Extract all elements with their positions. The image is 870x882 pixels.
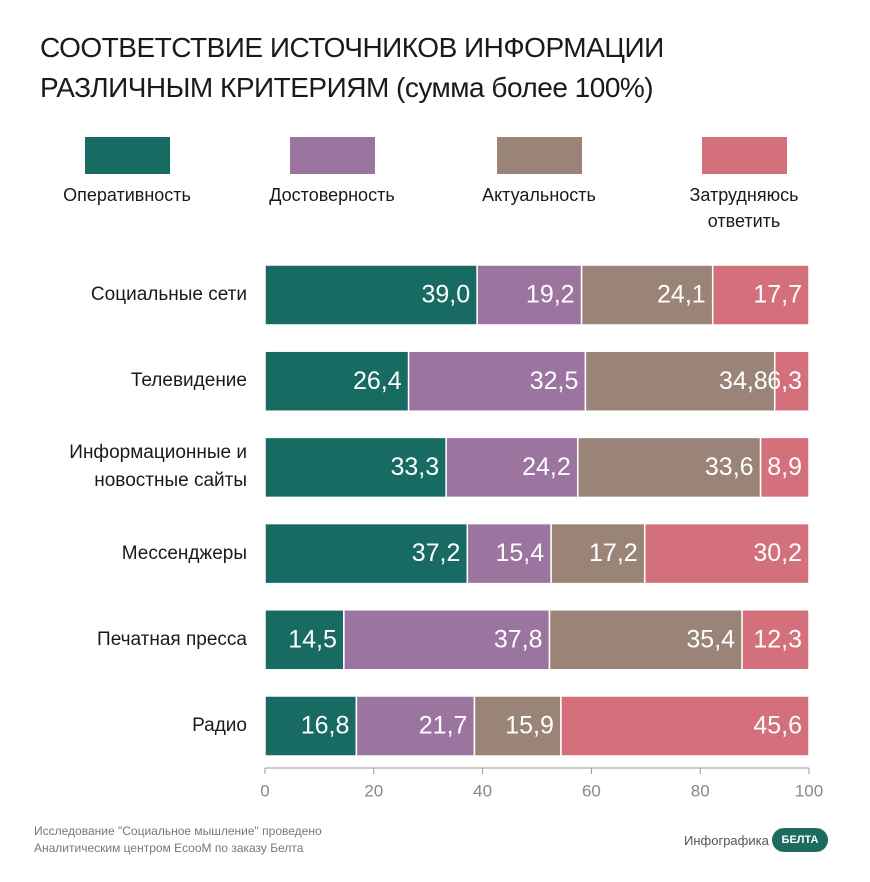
bar-segment: [355, 695, 476, 757]
bar-segment: [741, 609, 810, 671]
bar-segment: [264, 436, 447, 499]
value-label: 32,5: [530, 367, 579, 395]
bar-segment: [343, 609, 551, 671]
category-label: Мессенджеры: [121, 542, 247, 564]
credit: Инфографика: [684, 833, 769, 848]
value-label: 45,6: [753, 712, 802, 740]
legend-label: Актуальность: [482, 185, 596, 205]
legend-swatch: [497, 137, 582, 174]
legend-label: Оперативность: [63, 185, 191, 205]
bar-segment: [773, 350, 810, 412]
category-label: Информационные и новостные сайты: [69, 442, 247, 492]
x-tick-label: 40: [473, 781, 492, 800]
legend-swatch: [85, 137, 170, 174]
x-tick-label: 80: [691, 781, 710, 800]
category-label: Радио: [192, 715, 247, 736]
x-tick-label: 20: [364, 781, 383, 800]
category-label: Печатная пресса: [97, 628, 247, 650]
bar-segment: [711, 264, 810, 326]
value-label: 24,1: [657, 281, 706, 309]
value-label: 34,8: [719, 367, 768, 395]
value-label: 15,9: [505, 712, 554, 740]
value-label: 17,2: [589, 539, 638, 567]
value-label: 30,2: [753, 539, 802, 567]
value-label: 35,4: [686, 625, 735, 653]
bar-segment: [466, 522, 552, 585]
source-note: Исследование "Социальное мышление" прове…: [34, 824, 322, 855]
bar-segment: [759, 436, 810, 499]
legend-label: Затрудняюсь ответить: [689, 185, 799, 231]
category-label: Социальные сети: [90, 284, 247, 305]
value-label: 15,4: [495, 539, 544, 567]
x-tick-label: 60: [582, 781, 601, 800]
value-label: 26,4: [353, 367, 402, 395]
value-label: 33,3: [390, 453, 439, 481]
legend-swatch: [702, 137, 787, 174]
bar-segment: [264, 264, 478, 326]
value-label: 12,3: [753, 625, 802, 653]
value-label: 8,9: [767, 453, 802, 481]
bar-segment: [264, 350, 410, 412]
x-tick-label: 0: [260, 781, 269, 800]
value-label: 17,7: [753, 281, 802, 309]
value-label: 24,2: [522, 453, 571, 481]
legend-label: Достоверность: [269, 185, 395, 205]
value-label: 6,3: [767, 367, 802, 395]
logo: БЕЛТА: [772, 828, 828, 852]
chart-title: СООТВЕТСТВИЕ ИСТОЧНИКОВ ИНФОРМАЦИИ РАЗЛИ…: [40, 32, 664, 103]
x-tick-label: 100: [795, 781, 823, 800]
value-label: 37,8: [494, 625, 543, 653]
value-label: 21,7: [419, 712, 468, 740]
value-label: 19,2: [526, 281, 575, 309]
bar-segment: [584, 350, 776, 412]
value-label: 16,8: [301, 712, 350, 740]
bar-segment: [476, 264, 583, 326]
value-label: 14,5: [288, 625, 337, 653]
bar-segment: [560, 695, 810, 757]
value-label: 33,6: [705, 453, 754, 481]
category-label: Телевидение: [130, 370, 247, 392]
legend-swatch: [290, 137, 375, 174]
bar-segment: [473, 695, 562, 757]
value-label: 37,2: [412, 539, 461, 567]
bar-segment: [445, 436, 579, 499]
value-label: 39,0: [421, 281, 470, 309]
bar-segment: [407, 350, 587, 412]
bar-segment: [643, 522, 810, 585]
